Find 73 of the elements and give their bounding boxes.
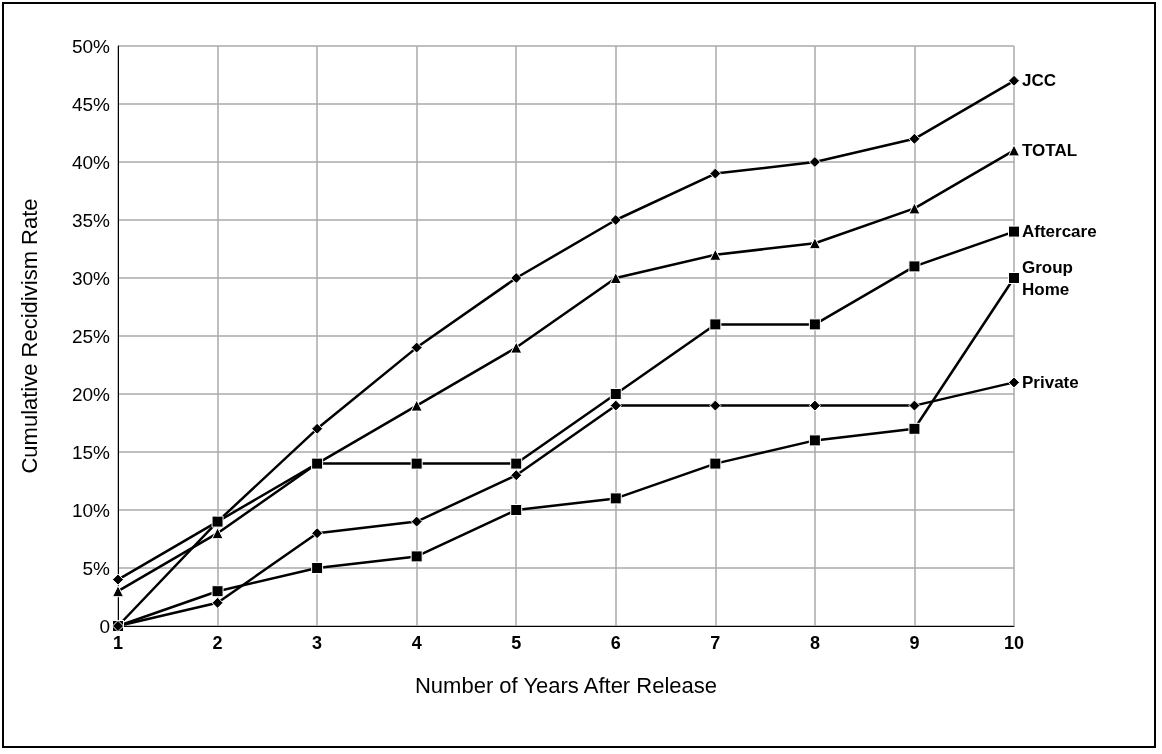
point: [510, 469, 523, 482]
point: [1008, 225, 1020, 238]
x-tick-label: 2: [212, 633, 223, 653]
point: [609, 388, 622, 400]
point: [1008, 376, 1020, 389]
y-tick-label: 0: [99, 615, 110, 637]
point: [709, 318, 722, 331]
x-tick-label: 8: [809, 633, 820, 653]
x-tick-label: 7: [710, 633, 721, 653]
point: [709, 167, 722, 180]
point: [311, 422, 324, 435]
point: [410, 550, 423, 563]
point: [609, 214, 622, 226]
point: [908, 260, 921, 273]
y-tick-label: 10%: [71, 499, 111, 521]
point: [211, 527, 224, 540]
x-tick-label: 5: [511, 633, 522, 653]
point: [709, 248, 722, 261]
point: [709, 399, 722, 412]
point: [808, 156, 821, 168]
point: [510, 341, 523, 354]
point: [908, 399, 921, 412]
point: [510, 504, 523, 516]
point: [510, 272, 523, 284]
y-tick-label: 15%: [71, 441, 111, 463]
point: [808, 434, 821, 447]
point: [1008, 272, 1020, 284]
y-tick-label: 5%: [82, 557, 111, 579]
y-tick-label: 25%: [71, 325, 111, 347]
point: [808, 237, 821, 250]
point: [112, 585, 124, 598]
point: [410, 341, 423, 354]
x-tick-label: 9: [909, 633, 920, 653]
x-tick-label: 6: [610, 633, 621, 653]
y-tick-label: 40%: [71, 151, 111, 173]
x-tick-label: 3: [312, 633, 323, 653]
x-tick-label: 10: [1003, 633, 1025, 653]
y-tick-label: 35%: [71, 209, 111, 231]
point: [709, 457, 722, 470]
point: [311, 457, 324, 470]
y-tick-label: 50%: [71, 35, 111, 57]
point: [410, 515, 423, 528]
x-tick-label: 1: [112, 633, 124, 653]
series-label: TOTAL: [1022, 140, 1078, 160]
y-tick-label: 45%: [71, 93, 111, 115]
point: [609, 272, 622, 284]
point: [908, 132, 921, 145]
point: [410, 399, 423, 412]
point: [211, 515, 224, 528]
point: [510, 457, 523, 470]
series-label: Group Home: [1022, 257, 1078, 299]
series-label: Aftercare: [1022, 222, 1097, 242]
point: [808, 399, 821, 412]
point: [908, 422, 921, 435]
point: [808, 318, 821, 331]
point: [410, 457, 423, 470]
y-tick-label: 20%: [71, 383, 111, 405]
series-label: JCC: [1022, 71, 1057, 91]
y-tick-label: 30%: [71, 267, 111, 289]
point: [609, 399, 622, 412]
point: [211, 585, 224, 598]
y-axis-title: Cumulative Recidivism Rate: [16, 198, 42, 474]
point: [311, 562, 324, 574]
point: [1008, 74, 1020, 87]
point: [1008, 144, 1020, 157]
point: [211, 596, 224, 609]
point: [908, 202, 921, 215]
point: [609, 492, 622, 505]
point: [112, 573, 124, 586]
x-tick-label: 4: [411, 633, 422, 653]
point: [311, 527, 324, 540]
series-label: Private: [1022, 372, 1079, 392]
x-axis-title: Number of Years After Release: [414, 672, 718, 698]
